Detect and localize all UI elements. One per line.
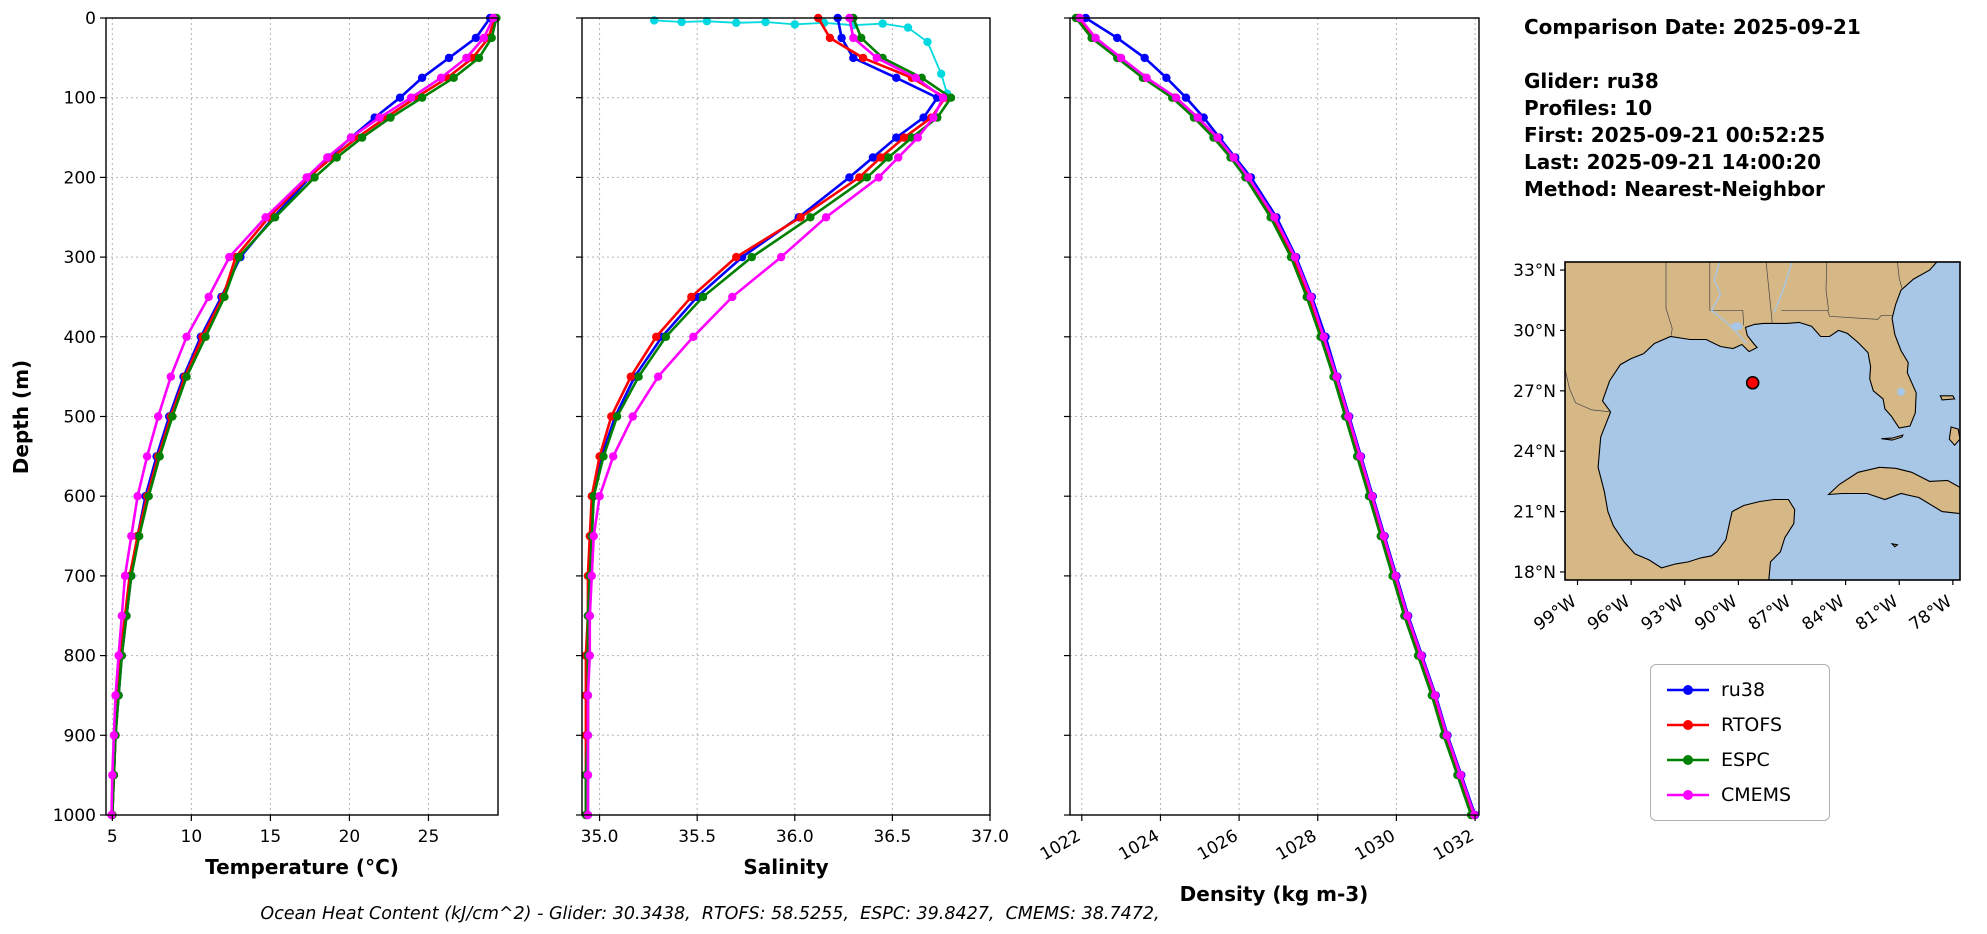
svg-text:1028: 1028 [1273, 826, 1320, 865]
svg-text:33°N: 33°N [1513, 261, 1556, 281]
svg-text:1030: 1030 [1351, 826, 1398, 865]
svg-text:21°N: 21°N [1513, 503, 1556, 523]
svg-text:600: 600 [64, 487, 96, 507]
svg-text:15: 15 [260, 827, 282, 847]
svg-text:200: 200 [64, 168, 96, 188]
ocean-heat-content-caption: Ocean Heat Content (kJ/cm^2) - Glider: 3… [260, 904, 1160, 924]
svg-text:100: 100 [64, 89, 96, 109]
svg-text:500: 500 [64, 408, 96, 428]
legend-entry-espc: ESPC [1665, 747, 1815, 773]
svg-text:1000: 1000 [53, 806, 96, 826]
svg-text:20: 20 [339, 827, 361, 847]
legend-label: RTOFS [1721, 714, 1783, 736]
legend-label: ru38 [1721, 679, 1766, 701]
comparison-date: Comparison Date: 2025-09-21 [1524, 15, 1861, 39]
info-spacer [1524, 41, 1861, 68]
svg-text:1026: 1026 [1194, 826, 1241, 865]
svg-text:37.0: 37.0 [971, 827, 1009, 847]
svg-text:400: 400 [64, 328, 96, 348]
svg-text:24°N: 24°N [1513, 442, 1556, 462]
legend-label: CMEMS [1721, 784, 1792, 806]
series-rtofs [108, 13, 499, 820]
svg-text:27°N: 27°N [1513, 382, 1556, 402]
svg-text:35.5: 35.5 [678, 827, 716, 847]
svg-text:700: 700 [64, 567, 96, 587]
gulf-of-mexico-map: 33°N 30°N 27°N 24°N 21°N 18°N 99°W 96°W 93°W 90°W… [1513, 261, 1961, 635]
svg-text:18°N: 18°N [1513, 563, 1556, 583]
temperature-profile-panel: 5 10 15 20 25 0 100 200 300 400 500 600 700 800 900 100… [53, 9, 501, 847]
svg-text:1022: 1022 [1037, 826, 1084, 865]
svg-text:300: 300 [64, 248, 96, 268]
svg-text:1024: 1024 [1115, 826, 1162, 865]
temperature-axis-label: Temperature (°C) [205, 855, 399, 879]
svg-text:36.5: 36.5 [873, 827, 911, 847]
series-cmems [583, 13, 948, 820]
legend-entry-ru38: ru38 [1665, 677, 1815, 703]
series-cmems [107, 13, 498, 820]
first-profile-time: First: 2025-09-21 00:52:25 [1524, 123, 1826, 147]
depth-axis-label: Depth (m) [9, 360, 33, 474]
legend-line-sample [1667, 720, 1709, 730]
svg-text:84°W: 84°W [1799, 592, 1849, 635]
svg-text:93°W: 93°W [1638, 592, 1688, 635]
map-land [1565, 262, 1960, 580]
comparison-method: Method: Nearest-Neighbor [1524, 177, 1825, 201]
last-profile-time: Last: 2025-09-21 14:00:20 [1524, 150, 1822, 174]
legend-line-sample [1667, 755, 1709, 765]
series-cmems [1075, 13, 1479, 820]
svg-text:800: 800 [64, 647, 96, 667]
svg-text:900: 900 [64, 726, 96, 746]
svg-text:30°N: 30°N [1513, 321, 1556, 341]
comparison-info-block: Comparison Date: 2025-09-21 Glider: ru38… [1524, 14, 1861, 203]
svg-text:5: 5 [107, 827, 118, 847]
svg-text:81°W: 81°W [1852, 592, 1902, 635]
svg-text:10: 10 [181, 827, 203, 847]
svg-text:1032: 1032 [1430, 826, 1477, 865]
series-glider-surface-raw [650, 16, 952, 98]
series-espc [1071, 13, 1476, 820]
glider-name: Glider: ru38 [1524, 69, 1659, 93]
legend-line-sample [1667, 790, 1709, 800]
svg-text:36.0: 36.0 [776, 827, 814, 847]
glider-position-marker [1745, 375, 1760, 390]
legend-line-sample [1667, 685, 1709, 695]
salinity-profile-panel: 35.0 35.5 36.0 36.5 37.0 [576, 13, 1009, 847]
svg-text:78°W: 78°W [1906, 592, 1956, 635]
legend-entry-cmems: CMEMS [1665, 782, 1815, 808]
svg-text:87°W: 87°W [1745, 592, 1795, 635]
legend-label: ESPC [1721, 749, 1770, 771]
svg-text:90°W: 90°W [1691, 592, 1741, 635]
density-profile-panel: 1022 1024 1026 1028 1030 1032 [1037, 13, 1480, 865]
density-axis-label: Density (kg m-3) [1180, 882, 1369, 906]
legend-entry-rtofs: RTOFS [1665, 712, 1815, 738]
svg-text:0: 0 [85, 9, 96, 29]
chart-legend: ru38 RTOFS ESPC CMEMS [1650, 664, 1830, 821]
salinity-axis-label: Salinity [743, 855, 828, 879]
profile-count: Profiles: 10 [1524, 96, 1653, 120]
svg-text:96°W: 96°W [1584, 592, 1634, 635]
svg-text:35.0: 35.0 [581, 827, 619, 847]
svg-text:99°W: 99°W [1530, 592, 1580, 635]
svg-text:25: 25 [418, 827, 440, 847]
